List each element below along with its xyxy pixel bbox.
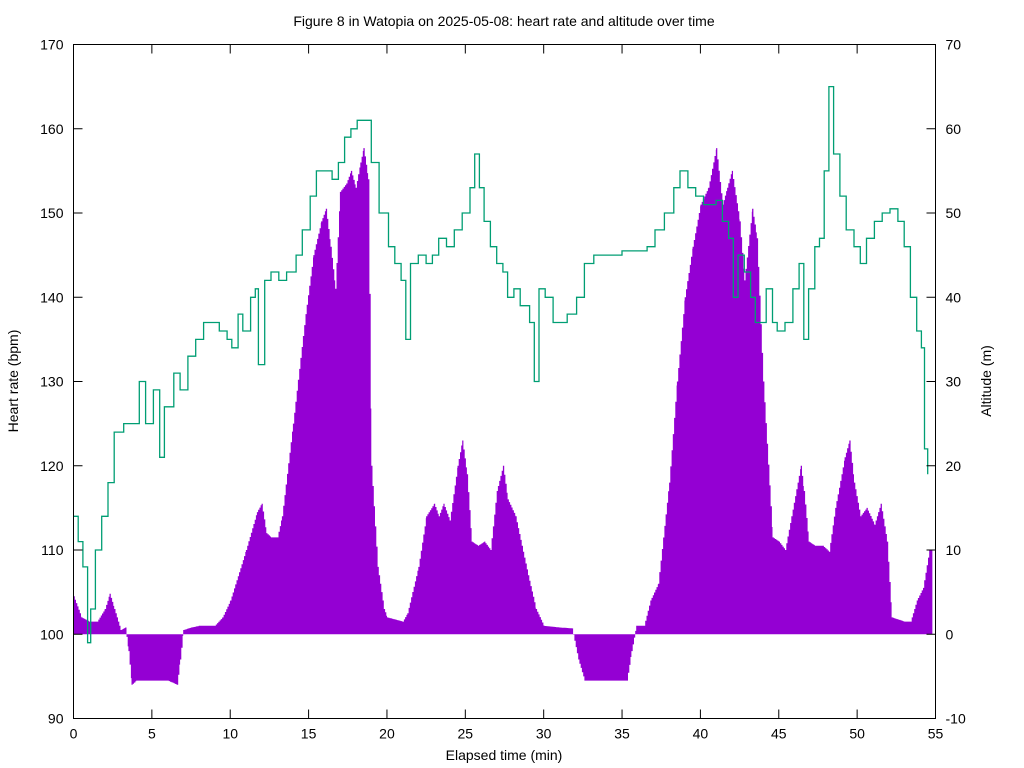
x-tick-label: 5 bbox=[148, 726, 156, 742]
plot-area bbox=[73, 85, 933, 685]
y-tick-label: 160 bbox=[40, 121, 64, 137]
y-tick-label: 130 bbox=[40, 374, 64, 390]
x-axis-ticks: 0 5 10 15 20 25 30 35 40 45 50 55 bbox=[70, 44, 944, 742]
y2-axis-ticks: -10 0 10 20 30 40 50 60 70 bbox=[926, 37, 966, 727]
y-tick-label: 170 bbox=[40, 37, 64, 53]
x-tick-label: 40 bbox=[693, 726, 709, 742]
altitude-line bbox=[73, 85, 929, 644]
x-tick-label: 25 bbox=[458, 726, 474, 742]
x-tick-label: 30 bbox=[536, 726, 552, 742]
y-tick-label: 90 bbox=[48, 711, 64, 727]
y2-tick-label: 30 bbox=[946, 374, 962, 390]
x-tick-label: 20 bbox=[379, 726, 395, 742]
heart-rate-area bbox=[73, 148, 933, 685]
y2-tick-label: 50 bbox=[946, 205, 962, 221]
y-axis-ticks: 90 100 110 120 130 140 150 160 170 bbox=[40, 37, 83, 727]
x-tick-label: 45 bbox=[771, 726, 787, 742]
x-tick-label: 35 bbox=[614, 726, 630, 742]
x-tick-label: 50 bbox=[849, 726, 865, 742]
y2-tick-label: -10 bbox=[946, 711, 966, 727]
x-tick-label: 55 bbox=[928, 726, 944, 742]
x-tick-label: 10 bbox=[222, 726, 238, 742]
y2-tick-label: 10 bbox=[946, 542, 962, 558]
y-tick-label: 150 bbox=[40, 205, 64, 221]
y2-axis-label: Altitude (m) bbox=[978, 345, 994, 417]
y-tick-label: 100 bbox=[40, 626, 64, 642]
x-tick-label: 0 bbox=[70, 726, 78, 742]
y-tick-label: 120 bbox=[40, 458, 64, 474]
y2-tick-label: 70 bbox=[946, 37, 962, 53]
y2-tick-label: 20 bbox=[946, 458, 962, 474]
chart-title: Figure 8 in Watopia on 2025-05-08: heart… bbox=[293, 13, 714, 29]
y-tick-label: 110 bbox=[41, 542, 64, 558]
x-tick-label: 15 bbox=[301, 726, 317, 742]
y2-tick-label: 60 bbox=[946, 121, 962, 137]
y2-tick-label: 40 bbox=[946, 289, 962, 305]
x-axis-label: Elapsed time (min) bbox=[446, 747, 563, 763]
y-axis-label: Heart rate (bpm) bbox=[5, 330, 21, 433]
y2-tick-label: 0 bbox=[946, 626, 954, 642]
y-tick-label: 140 bbox=[40, 289, 64, 305]
